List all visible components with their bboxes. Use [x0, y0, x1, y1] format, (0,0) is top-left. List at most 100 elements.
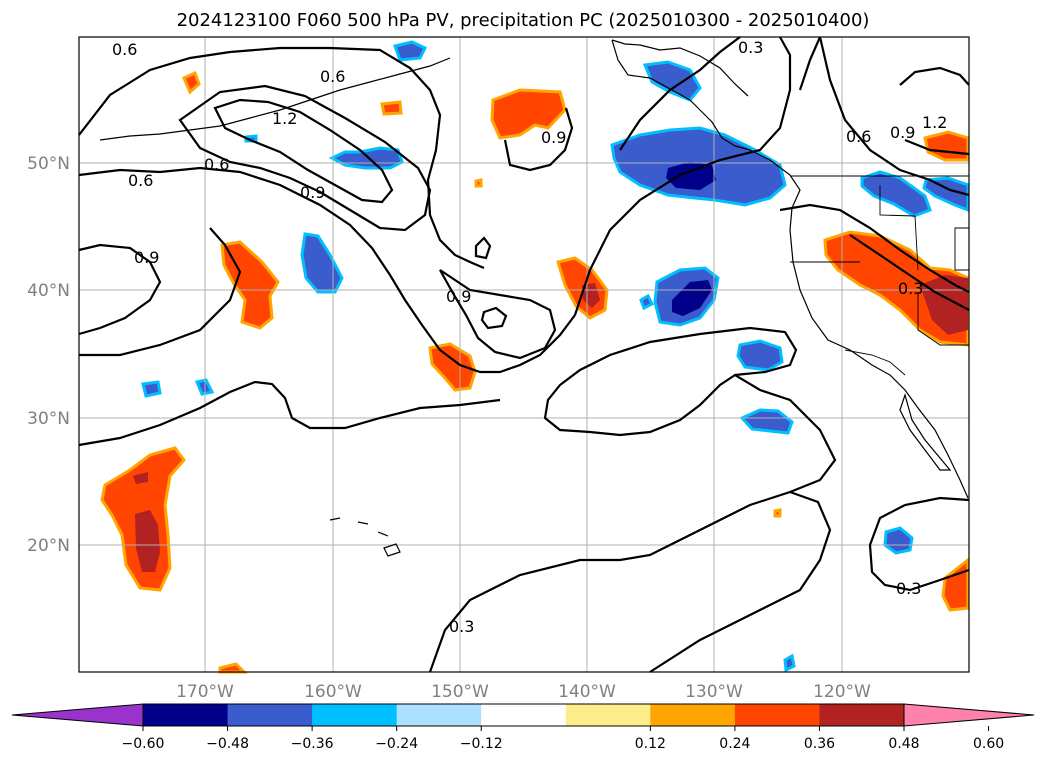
lat-labels: 50°N 40°N 30°N 20°N: [27, 154, 70, 556]
lon-label: 160°W: [304, 682, 362, 702]
negative-area: [300, 232, 344, 294]
contour-1.2-east: [904, 138, 970, 156]
contour-label: 0.6: [320, 67, 345, 86]
negative-core: [672, 280, 712, 316]
borders: [790, 175, 970, 376]
negative-area: [642, 60, 702, 102]
contour-label: 0.9: [446, 287, 471, 306]
contour-0.3-north: [619, 36, 741, 151]
colorbar-ticks: −0.60 −0.48 −0.36 −0.24 −0.12 0.12 0.24 0.36 0.4…: [122, 726, 1004, 752]
colorbar: [11, 703, 1035, 727]
negative-area: [639, 293, 655, 311]
lon-label: 120°W: [813, 682, 871, 702]
negative-area: [860, 170, 932, 218]
colorbar-segment: [734, 704, 820, 726]
contour-0.6-coast: [779, 203, 970, 293]
contour-label: 0.9: [134, 248, 159, 267]
aleutian-islands: [99, 57, 451, 141]
positive-core: [135, 510, 160, 572]
lon-label: 150°W: [431, 682, 489, 702]
canada-coast: [611, 39, 749, 97]
colorbar-tick-label: −0.60: [122, 736, 165, 752]
colorbar-segment: [312, 704, 398, 726]
us-west-coast: [789, 229, 969, 499]
contour-label: 0.6: [846, 127, 871, 146]
contour-0.9-west: [78, 243, 162, 336]
negative-area: [783, 653, 796, 673]
colorbar-segment: [565, 704, 651, 726]
alaska-coast: [611, 39, 801, 231]
contour-label: 0.3: [898, 279, 923, 298]
negative-area: [141, 380, 162, 398]
lat-label: 20°N: [27, 536, 70, 556]
colorbar-segment: [396, 704, 482, 726]
contour-0.9-east: [899, 66, 970, 86]
lat-label: 40°N: [27, 281, 70, 301]
contour-label: 0.3: [449, 617, 474, 636]
map-frame: [78, 36, 970, 673]
contour-label: 0.9: [890, 123, 915, 142]
contour-0.9-center: [439, 269, 557, 360]
colorbar-segment: [481, 704, 567, 726]
positive-area: [428, 342, 477, 392]
contour-label: 0.6: [204, 155, 229, 174]
contour-0.3: [428, 326, 837, 673]
positive-area: [773, 508, 782, 518]
contour-label: 0.9: [300, 183, 325, 202]
positive-area: [474, 178, 483, 188]
lat-label: 50°N: [27, 154, 70, 174]
contour-0.3-east: [798, 36, 822, 91]
hawaii-islands: [329, 517, 401, 557]
contour-small-loop: [480, 306, 508, 330]
colorbar-tick-label: 0.36: [804, 736, 835, 752]
contour-label: 0.3: [896, 579, 921, 598]
colorbar-tick-label: 0.24: [719, 736, 750, 752]
colorbar-segment: [819, 704, 905, 726]
positive-area: [490, 88, 567, 140]
contour-0.9-cross: [503, 107, 574, 172]
colorbar-frame: [142, 703, 905, 727]
contour-0.6-east: [818, 36, 970, 197]
colorbar-extend-high: [903, 703, 1035, 727]
precip-positive-areas: [100, 70, 970, 674]
graticule: [79, 37, 969, 672]
precip-negative-areas: [141, 40, 970, 673]
contour-0.3-right: [868, 496, 970, 592]
lon-label: 170°W: [176, 682, 234, 702]
colorbar-segment: [227, 704, 313, 726]
pv-contours: [78, 36, 970, 673]
colorbar-tick-label: −0.24: [375, 736, 418, 752]
colorbar-tick-label: −0.36: [291, 736, 334, 752]
contour-label: 1.2: [272, 109, 297, 128]
contour-0.6-west: [78, 46, 485, 270]
contour-0.3-coast: [849, 234, 970, 311]
contour-labels: 0.6 0.6 1.2 0.6 0.6 0.9 0.9 0.9 0.9 0.3 …: [112, 38, 947, 636]
contour-label: 1.2: [922, 113, 947, 132]
contour-0.6-west2: [78, 166, 576, 374]
negative-core: [666, 162, 716, 190]
contour-label: 0.9: [541, 128, 566, 147]
contour-label: 0.6: [128, 171, 153, 190]
contour-0.9-mid: [79, 227, 242, 357]
positive-area: [380, 100, 403, 116]
lon-labels: 170°W 160°W 150°W 140°W 130°W 120°W: [176, 682, 871, 702]
colorbar-tick-label: 0.48: [888, 736, 919, 752]
colorbar-tick-label: 0.12: [635, 736, 666, 752]
contour-0.3-south: [649, 490, 832, 673]
contour-label: 0.6: [112, 40, 137, 59]
negative-area: [393, 40, 428, 62]
lon-label: 140°W: [558, 682, 616, 702]
map-panel: 0.6 0.6 1.2 0.6 0.6 0.9 0.9 0.9 0.9 0.3 …: [78, 36, 970, 674]
colorbar-tick-label: −0.48: [206, 736, 249, 752]
lon-label: 130°W: [685, 682, 743, 702]
negative-area: [739, 408, 794, 435]
colorbar-segment: [650, 704, 736, 726]
negative-area: [922, 176, 970, 213]
baja-peninsula: [899, 392, 952, 471]
negative-area: [736, 339, 784, 372]
contour-1.2-loop: [213, 98, 394, 204]
colorbar-extend-low: [11, 703, 144, 727]
contour-0.9-loop: [178, 84, 432, 232]
contour-label: 0.3: [738, 38, 763, 57]
